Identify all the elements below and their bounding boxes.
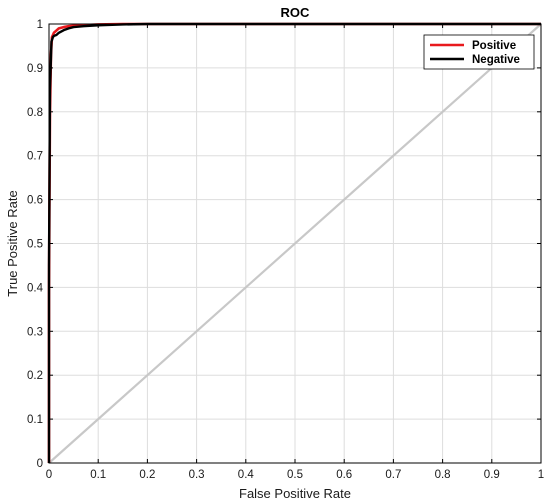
y-tick-label: 0.6	[27, 195, 43, 207]
y-axis-title: True Positive Rate	[5, 190, 20, 296]
y-tick-label: 0.1	[27, 414, 43, 426]
x-tick-label: 0.1	[90, 469, 106, 481]
y-tick-label: 0.8	[27, 107, 43, 119]
x-tick-label: 0.8	[435, 469, 451, 481]
y-tick-label: 0.7	[27, 151, 43, 163]
y-tick-label: 0.4	[27, 282, 44, 294]
x-tick-label: 0.2	[139, 469, 155, 481]
x-tick-label: 0.3	[189, 469, 205, 481]
x-tick-label: 0	[46, 469, 52, 481]
legend: Positive Negative	[423, 34, 535, 70]
y-tick-label: 0.3	[27, 326, 43, 338]
y-tick-label: 0	[37, 458, 43, 470]
x-tick-label: 0.6	[336, 469, 352, 481]
y-tick-label: 0.9	[27, 63, 43, 75]
axis-ticks: 0 0.1 0.2 0.3 0.4 0.5 0.6 0.7 0.8 0.9 1 0 0.1 0.2 0.3 0…	[27, 19, 544, 481]
x-tick-label: 0.5	[287, 469, 303, 481]
chart-title: ROC	[281, 5, 311, 20]
y-tick-label: 0.2	[27, 370, 43, 382]
legend-label-negative: Negative	[472, 54, 520, 66]
y-tick-label: 0.5	[27, 239, 43, 251]
x-tick-label: 0.4	[238, 469, 255, 481]
x-tick-label: 1	[538, 469, 544, 481]
legend-box	[423, 34, 535, 70]
y-tick-label: 1	[37, 19, 43, 31]
x-tick-label: 0.9	[484, 469, 500, 481]
x-axis-title: False Positive Rate	[239, 486, 351, 501]
legend-label-positive: Positive	[472, 40, 516, 52]
x-tick-label: 0.7	[385, 469, 401, 481]
chance-diagonal-line	[48, 23, 542, 464]
